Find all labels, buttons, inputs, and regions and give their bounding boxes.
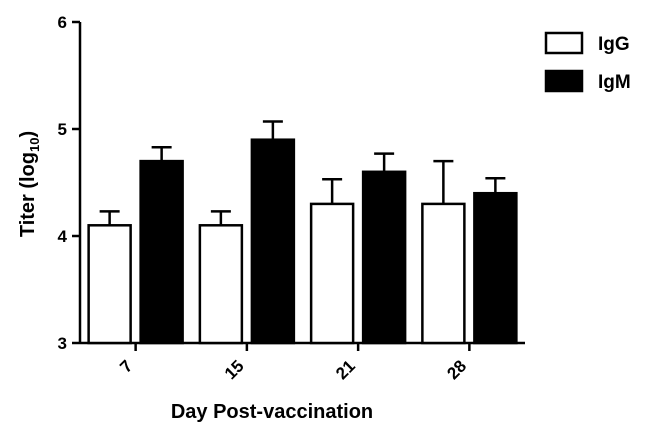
y-tick-label: 4 [58, 227, 68, 246]
y-axis-title: Titer (log10) [17, 131, 42, 237]
bar-igg [198, 224, 244, 345]
x-tick-label: 7 [116, 356, 136, 376]
bar-igg [421, 202, 466, 345]
bar-igg [87, 224, 132, 345]
x-axis-title: Day Post-vaccination [171, 401, 373, 423]
bar-igm [139, 159, 184, 345]
x-tick-label: 15 [221, 356, 248, 383]
bar-igg [309, 202, 355, 345]
error-bars [99, 120, 506, 226]
legend-swatch-igm [544, 69, 584, 93]
legend-label-igm: IgM [598, 72, 631, 93]
bar-igm [250, 138, 296, 345]
y-tick-label: 5 [58, 120, 67, 139]
y-tick-label: 6 [58, 13, 67, 32]
legend-swatch-igg [544, 31, 584, 55]
bars [87, 138, 518, 345]
y-axis-title-main: Titer (log [17, 152, 39, 237]
legend: IgG IgM [544, 31, 631, 93]
x-axis: 7 15 21 28 [80, 341, 525, 383]
bar-igm [473, 191, 518, 345]
legend-label-igg: IgG [598, 34, 630, 55]
y-axis-title-close: ) [17, 131, 39, 138]
bar-igm [361, 170, 407, 345]
x-tick-label: 21 [332, 356, 359, 383]
y-axis: 3 4 5 6 [58, 13, 82, 353]
y-tick-label: 3 [58, 334, 67, 353]
y-axis-title-subscript: 10 [27, 138, 42, 152]
x-tick-label: 28 [443, 356, 470, 383]
